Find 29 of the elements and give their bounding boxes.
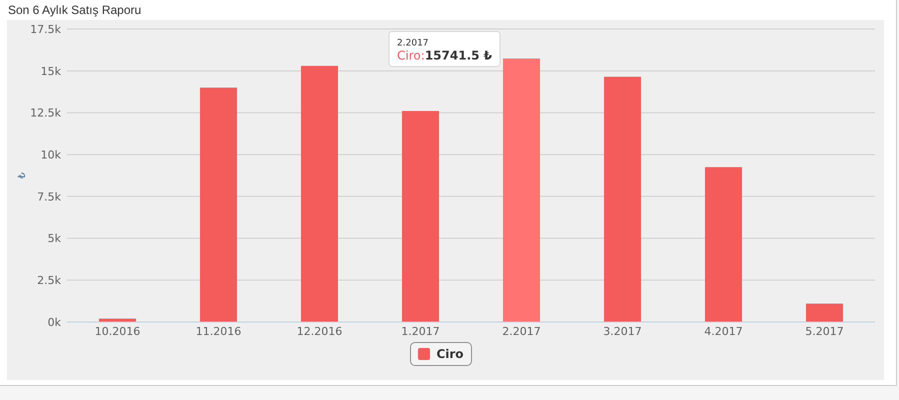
bar: [200, 88, 237, 322]
bar: [99, 318, 136, 322]
bar: [402, 111, 439, 322]
x-tick-label: 2.2017: [502, 324, 541, 338]
x-tick-label: 3.2017: [603, 324, 642, 338]
y-tick-label: 12.5k: [30, 106, 62, 120]
legend-label: Ciro: [436, 347, 464, 361]
annotation: 2.2017 Ciro:15741.5 ₺: [397, 38, 493, 62]
x-tick-label: 5.2017: [805, 324, 844, 338]
bar: [604, 76, 641, 322]
y-tick-label: 5k: [48, 232, 62, 246]
bar: [705, 167, 742, 322]
y-axis-title: ₺: [16, 172, 28, 179]
x-tick-label: 10.2016: [94, 324, 140, 338]
x-tick-label: 1.2017: [401, 324, 440, 338]
y-tick-label: 7.5k: [37, 190, 62, 204]
chart-title: Son 6 Aylık Satış Raporu: [8, 3, 142, 17]
x-tick-label: 12.2016: [296, 324, 342, 338]
y-tick-label: 0k: [48, 316, 62, 329]
y-tick-label: 2.5k: [37, 274, 62, 288]
bar: [806, 304, 843, 322]
legend-frame: Ciro: [410, 342, 472, 366]
x-tick-label: 4.2017: [704, 324, 743, 338]
y-tick-label: 15k: [40, 64, 62, 78]
bar: [503, 58, 540, 322]
y-tick-label: 10k: [40, 148, 62, 162]
x-tick-label: 11.2016: [196, 324, 242, 338]
bar: [301, 66, 338, 322]
y-tick-label: 17.5k: [30, 22, 62, 36]
